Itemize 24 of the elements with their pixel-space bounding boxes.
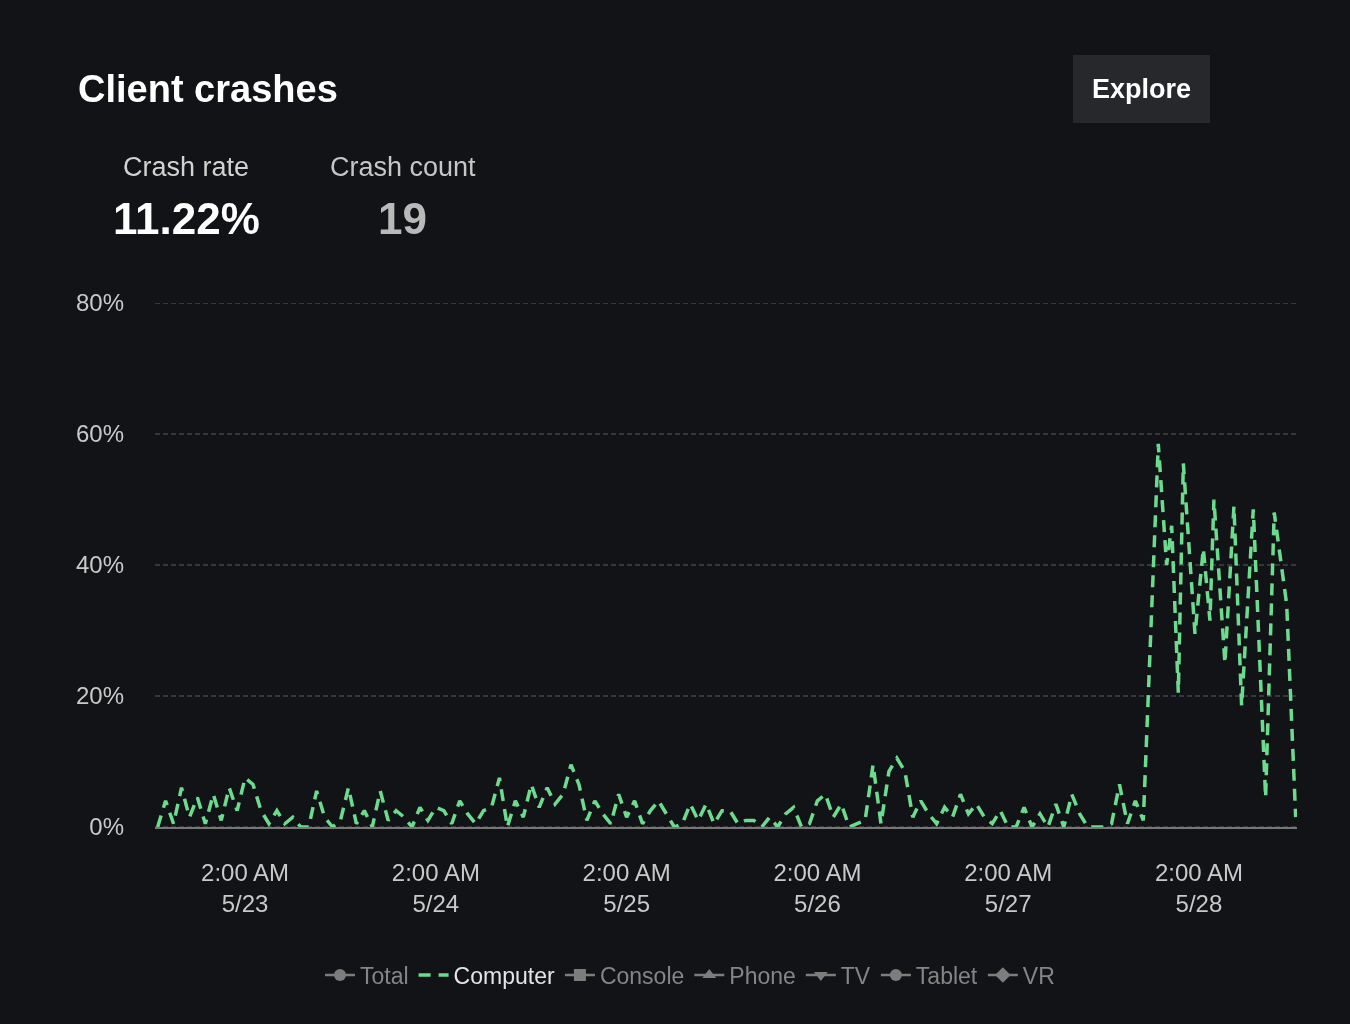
legend-label: Phone	[729, 962, 796, 989]
text: Explore	[1092, 74, 1192, 104]
legend-label: Total	[360, 962, 409, 989]
text: Crash count	[330, 152, 477, 182]
x-tick-label: 2:00 AM 5/28	[1154, 858, 1243, 917]
x-tick-label: 2:00 AM 5/24	[391, 858, 480, 917]
y-tick-label: 60%	[75, 420, 124, 448]
text: 19	[378, 194, 427, 243]
legend-label: TV	[840, 962, 871, 989]
y-tick-label: 40%	[75, 551, 124, 579]
x-tick-label: 2:00 AM 5/26	[773, 858, 862, 917]
legend-label: Console	[599, 962, 685, 989]
x-tick-label: 2:00 AM 5/25	[582, 858, 671, 917]
text: Crash rate	[123, 152, 250, 182]
legend-label: VR	[1022, 962, 1055, 989]
legend-label: Computer	[453, 962, 555, 989]
chart-title: Client crashes	[78, 68, 338, 111]
x-tick-label: 2:00 AM 5/23	[201, 858, 290, 917]
x-tick-label: 2:00 AM 5/27	[964, 858, 1053, 917]
y-tick-label: 20%	[75, 682, 124, 710]
text: 11.22%	[113, 194, 260, 243]
y-tick-label: 0%	[89, 813, 124, 841]
y-tick-label: 80%	[75, 289, 124, 317]
legend-label: Tablet	[915, 962, 978, 989]
